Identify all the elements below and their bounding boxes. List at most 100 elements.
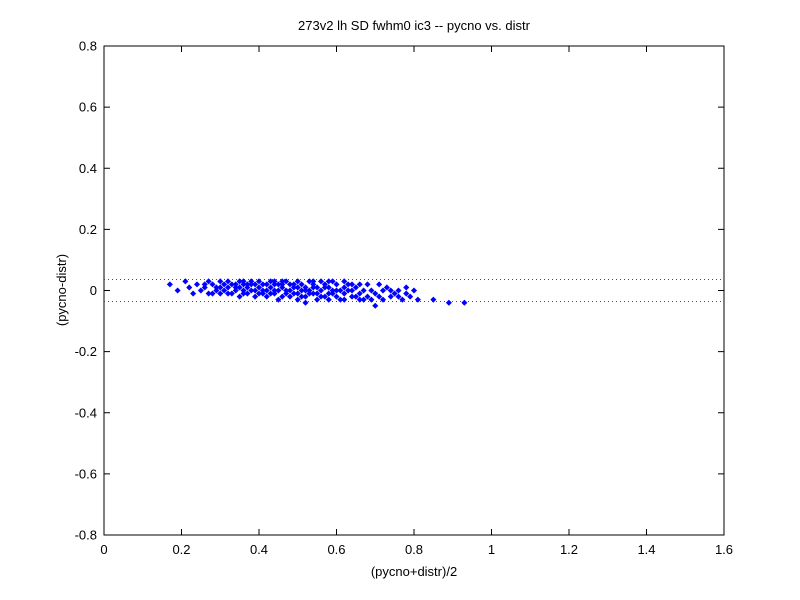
data-point: [217, 278, 224, 285]
data-point: [275, 296, 282, 303]
y-tick-label: -0.6: [75, 466, 97, 481]
data-point: [314, 296, 321, 303]
data-point: [190, 290, 197, 297]
data-point: [294, 296, 301, 303]
y-tick-label: 0.2: [79, 222, 97, 237]
data-point: [224, 278, 232, 285]
y-axis-ticks: 0.8 0.6 0.4 0.2 0 -0.2 -0.4 -0.6 -0.8: [75, 39, 724, 543]
y-axis-label: (pycno-distr): [54, 254, 69, 326]
data-point: [372, 290, 379, 297]
data-point: [271, 278, 278, 285]
y-tick-label: -0.4: [75, 405, 97, 420]
data-point: [379, 296, 387, 303]
data-point: [403, 284, 410, 291]
data-point: [317, 287, 325, 294]
data-point: [414, 296, 421, 303]
data-point: [395, 293, 402, 300]
data-point: [302, 299, 309, 306]
data-point: [317, 278, 325, 285]
data-point: [263, 293, 270, 300]
data-point: [310, 278, 317, 285]
x-tick-label: 0.2: [172, 542, 190, 557]
y-tick-label: -0.8: [75, 528, 97, 543]
chart-title: 273v2 lh SD fwhm0 ic3 -- pycno vs. distr: [298, 18, 531, 33]
data-point: [174, 287, 181, 294]
data-point: [294, 284, 301, 291]
data-point: [186, 284, 193, 291]
data-point: [213, 287, 220, 294]
data-point: [360, 296, 367, 303]
data-point: [368, 287, 375, 294]
data-point: [341, 278, 348, 285]
data-point: [317, 293, 325, 300]
data-point: [275, 281, 282, 288]
data-point: [279, 293, 286, 300]
data-point: [376, 293, 383, 300]
data-point: [430, 296, 437, 303]
data-point: [348, 281, 356, 288]
data-point: [201, 281, 208, 288]
data-point: [255, 290, 263, 297]
data-point: [325, 278, 332, 285]
data-point: [383, 284, 390, 291]
data-point: [279, 278, 286, 285]
data-point: [236, 293, 243, 300]
data-point: [298, 293, 305, 300]
data-point: [298, 281, 305, 288]
data-point: [267, 290, 274, 297]
data-point: [232, 287, 239, 294]
data-point: [403, 290, 410, 297]
y-tick-label: 0: [90, 283, 97, 298]
data-point: [236, 284, 243, 291]
data-point: [205, 278, 212, 285]
data-point: [244, 281, 251, 288]
data-point: [325, 296, 332, 303]
x-tick-label: 0: [100, 542, 107, 557]
data-point: [283, 287, 290, 294]
data-point: [333, 293, 340, 300]
data-point: [407, 293, 414, 300]
data-point: [356, 290, 363, 297]
data-point: [310, 284, 317, 291]
data-point: [379, 287, 387, 294]
data-point: [372, 302, 379, 309]
data-point: [364, 293, 371, 300]
data-point: [321, 284, 328, 291]
x-tick-label: 1: [488, 542, 495, 557]
data-point: [341, 296, 348, 303]
data-points: [166, 278, 468, 309]
data-point: [283, 290, 290, 297]
data-point: [217, 284, 224, 291]
data-point: [387, 293, 394, 300]
data-point: [329, 290, 336, 297]
data-point: [240, 290, 247, 297]
x-tick-label: 0.6: [327, 542, 345, 557]
data-point: [209, 281, 216, 288]
data-point: [314, 290, 321, 297]
x-axis-ticks: 0 0.2 0.4 0.6 0.8 1 1.2 1.4 1.6: [100, 46, 733, 557]
data-point: [248, 287, 255, 294]
data-point: [399, 296, 406, 303]
data-point: [286, 293, 294, 300]
data-point: [279, 284, 286, 291]
data-point: [410, 287, 418, 294]
data-point: [445, 299, 452, 306]
data-point: [267, 284, 274, 291]
data-point: [290, 290, 297, 297]
data-point: [395, 287, 402, 294]
y-tick-label: 0.8: [79, 39, 97, 54]
data-point: [302, 287, 309, 294]
data-point: [461, 299, 468, 306]
x-tick-label: 1.2: [560, 542, 578, 557]
data-point: [193, 281, 201, 288]
data-point: [224, 290, 232, 297]
data-point: [240, 278, 247, 285]
data-point: [255, 284, 263, 291]
data-point: [209, 290, 216, 297]
data-point: [376, 281, 383, 288]
data-point: [387, 287, 394, 294]
data-point: [345, 287, 352, 294]
data-point: [255, 278, 263, 285]
data-point: [341, 284, 348, 291]
